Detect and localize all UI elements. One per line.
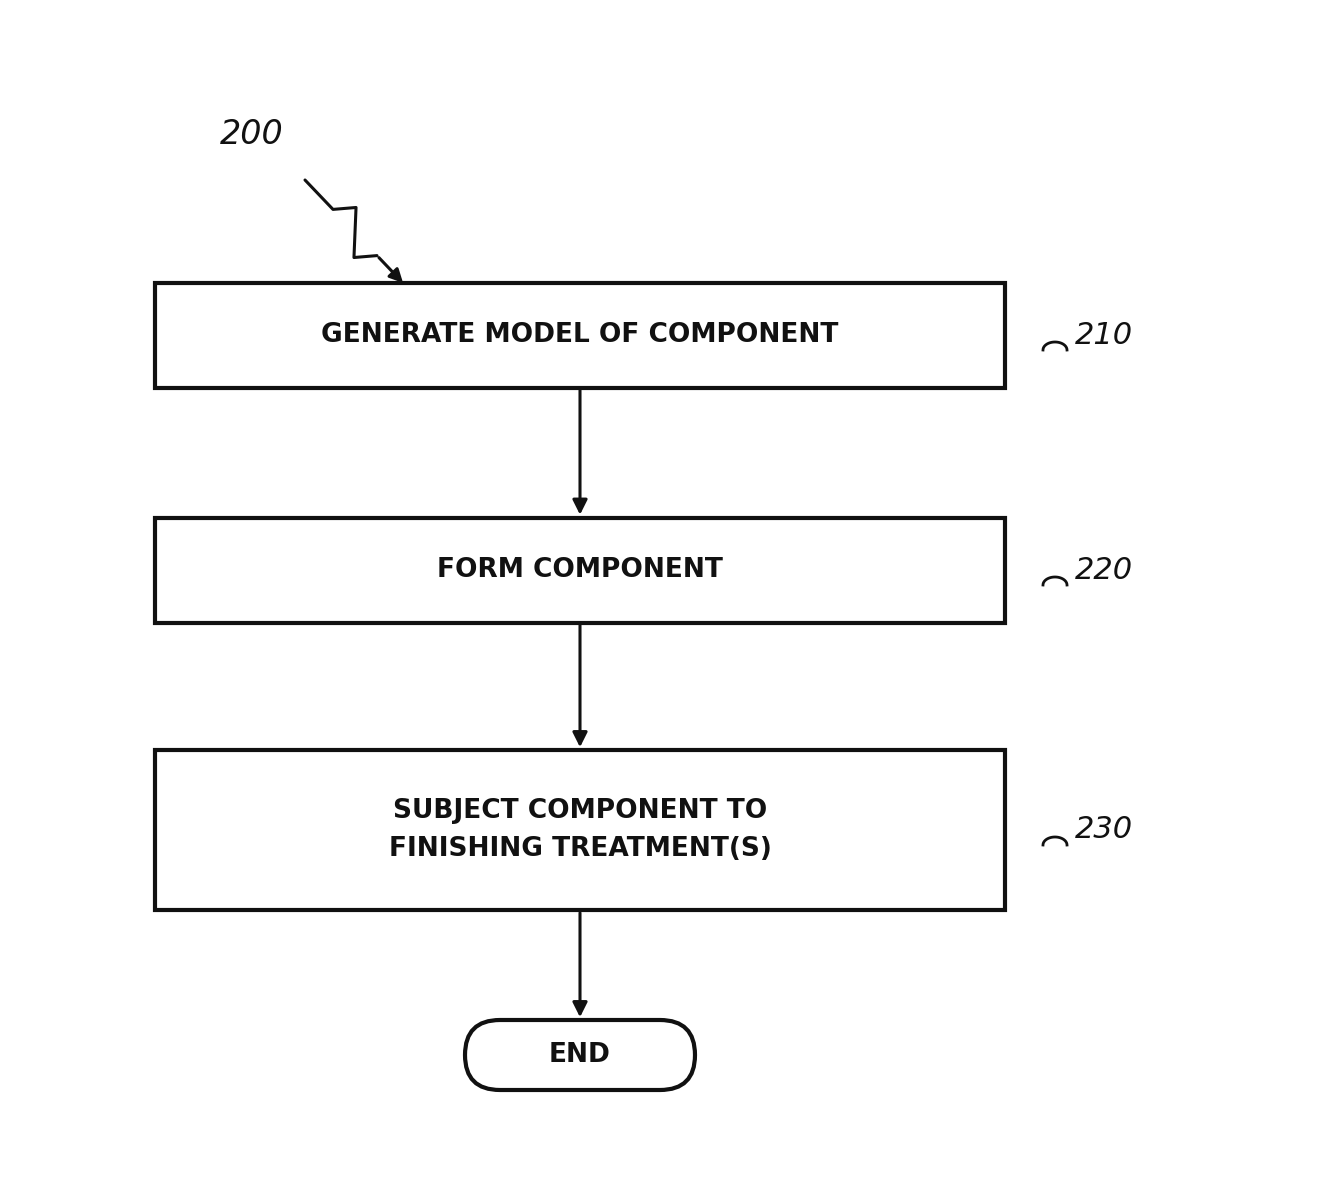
FancyBboxPatch shape xyxy=(154,282,1005,388)
Text: GENERATE MODEL OF COMPONENT: GENERATE MODEL OF COMPONENT xyxy=(321,322,838,347)
Text: 220: 220 xyxy=(1074,556,1133,584)
Text: 200: 200 xyxy=(220,119,284,151)
FancyBboxPatch shape xyxy=(154,750,1005,910)
Text: END: END xyxy=(549,1042,611,1067)
FancyBboxPatch shape xyxy=(154,518,1005,622)
Text: SUBJECT COMPONENT TO
FINISHING TREATMENT(S): SUBJECT COMPONENT TO FINISHING TREATMENT… xyxy=(388,798,771,862)
Text: 210: 210 xyxy=(1074,320,1133,350)
Text: FORM COMPONENT: FORM COMPONENT xyxy=(437,557,723,583)
FancyBboxPatch shape xyxy=(465,1020,696,1090)
Text: 230: 230 xyxy=(1074,815,1133,845)
